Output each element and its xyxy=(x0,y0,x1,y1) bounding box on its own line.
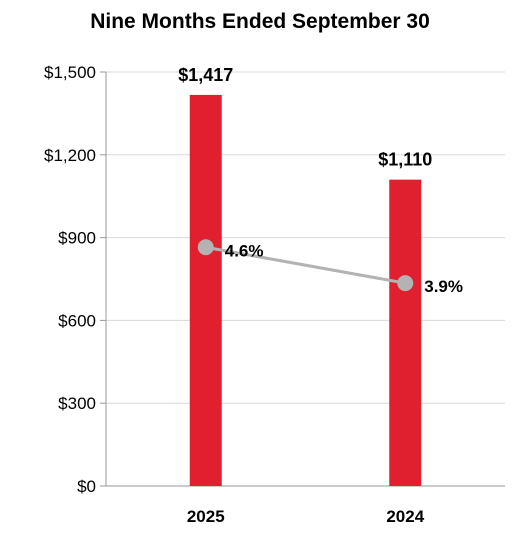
margin-percent-label: 3.9% xyxy=(424,277,463,296)
y-tick-label: $600 xyxy=(58,311,96,330)
axes: $0 $300 $600 $900 $1,200 $1,500 xyxy=(44,63,505,496)
margin-line xyxy=(197,239,414,292)
margin-percent-label: 4.6% xyxy=(225,241,264,260)
y-tick-label: $1,200 xyxy=(44,146,96,165)
bar-value-label: $1,110 xyxy=(378,150,432,170)
gridlines xyxy=(106,71,505,404)
bar-value-label: $1,417 xyxy=(178,65,233,85)
margin-point xyxy=(197,239,214,256)
y-tick-label: $900 xyxy=(58,229,96,248)
margin-point xyxy=(397,275,414,292)
bar-2024 xyxy=(389,179,422,486)
y-tick-label: $300 xyxy=(58,394,96,413)
y-tick-label: $1,500 xyxy=(44,63,96,82)
margin-line-segment xyxy=(205,245,406,285)
x-category-label: 2024 xyxy=(386,507,424,526)
bar-2025 xyxy=(189,94,222,487)
x-category-label: 2025 xyxy=(187,507,225,526)
chart-title: Nine Months Ended September 30 xyxy=(90,10,430,33)
bars xyxy=(189,94,422,487)
labels: $1,417 2025 $1,110 2024 4.6% 3.9% xyxy=(178,65,463,526)
y-tick-label: $0 xyxy=(77,477,96,496)
